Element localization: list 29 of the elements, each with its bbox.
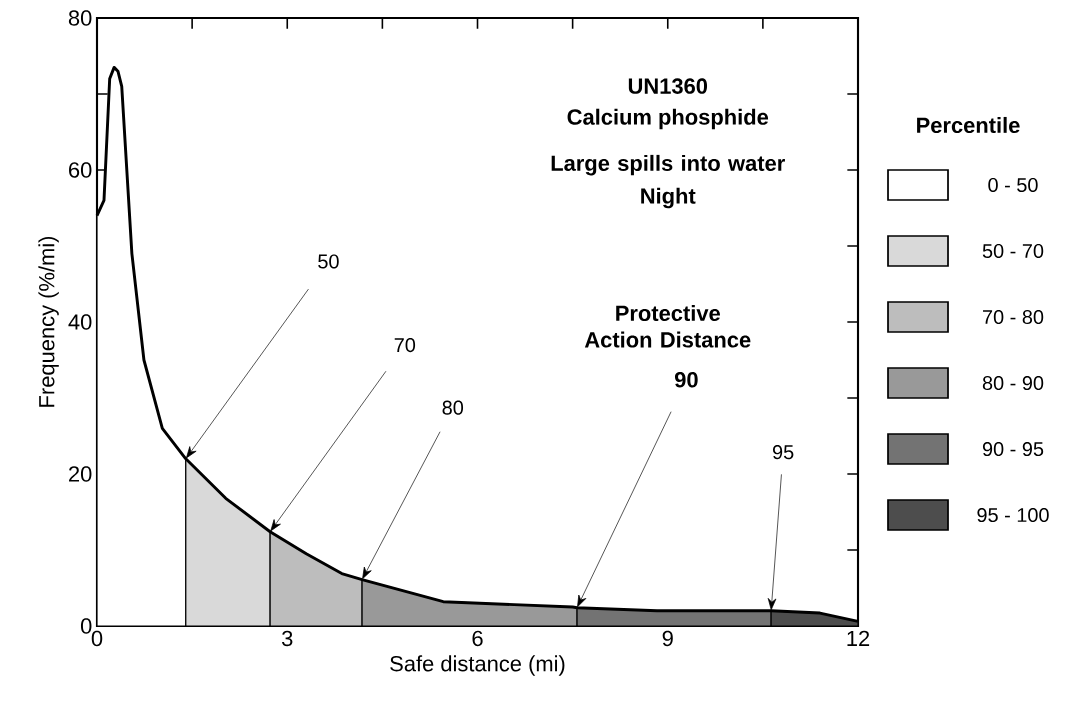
y-tick-label: 0 xyxy=(80,618,92,634)
x-tick-label: 0 xyxy=(91,630,103,647)
annotation: Large spills into water xyxy=(551,154,785,176)
x-tick-label: 3 xyxy=(281,630,293,647)
y-axis-title: Frequency (%/mi) xyxy=(38,236,59,407)
x-tick-label: 6 xyxy=(472,630,483,647)
annotation: 95 xyxy=(772,445,794,460)
annotation: Protective Action Distance xyxy=(584,304,751,348)
x-tick-label: 9 xyxy=(662,630,673,647)
x-tick-label: 12 xyxy=(847,630,870,646)
x-axis-title: Safe distance (mi) xyxy=(390,655,565,676)
legend-label: 80 - 90 xyxy=(982,375,1044,391)
text: Calcium phosphide xyxy=(567,108,769,130)
y-tick-label: 60 xyxy=(69,162,92,178)
annotation: 90 xyxy=(674,371,698,388)
y-tick-label: 40 xyxy=(68,314,92,330)
annotation: 70 xyxy=(394,338,416,353)
annotation: 80 xyxy=(442,400,464,415)
text: UN1360 xyxy=(628,78,708,94)
annotation: Night xyxy=(641,187,696,209)
y-tick-label: 80 xyxy=(68,10,92,26)
legend-label: 50 - 70 xyxy=(982,243,1044,259)
annotation: 50 xyxy=(318,254,339,269)
legend-label: 0 - 50 xyxy=(988,177,1038,193)
y-tick-label: 20 xyxy=(69,466,92,482)
legend-title: Percentile xyxy=(917,116,1020,134)
legend-label: 70 - 80 xyxy=(983,309,1044,325)
legend-label: 95 - 100 xyxy=(977,507,1049,523)
legend-label: 90 - 95 xyxy=(982,441,1044,457)
